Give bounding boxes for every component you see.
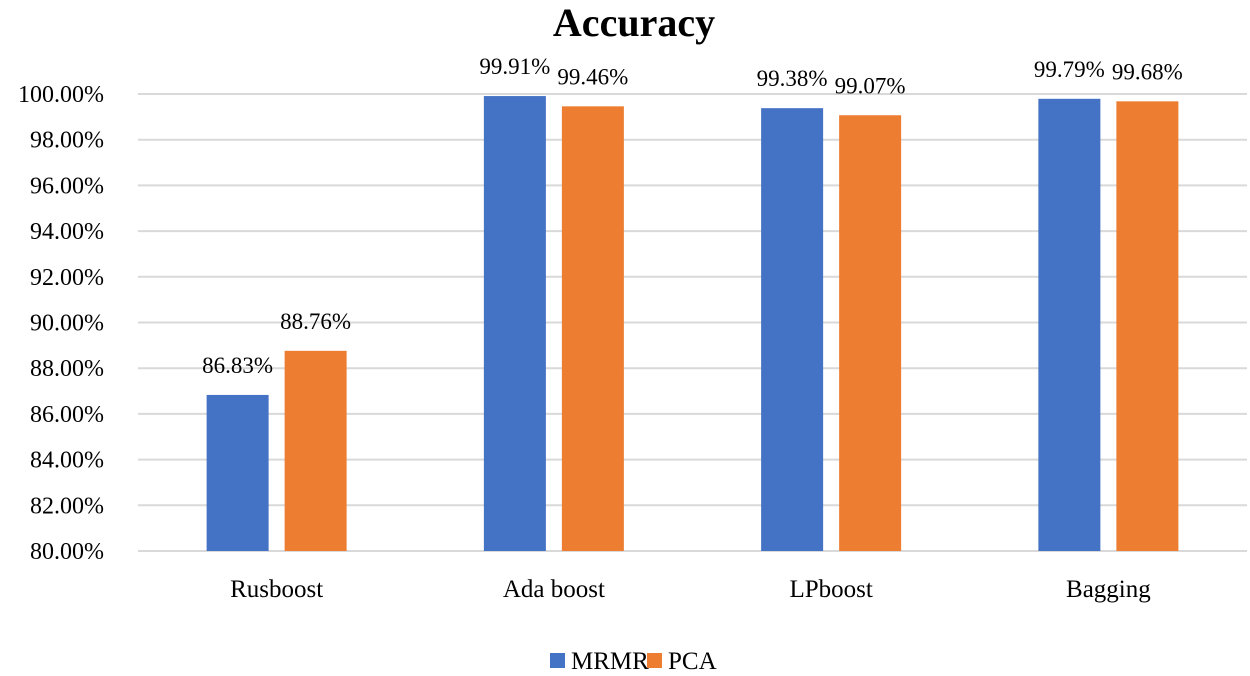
x-tick-label-ada-boost: Ada boost bbox=[503, 576, 605, 603]
legend-swatch-pca bbox=[647, 653, 662, 668]
x-tick-label-lpboost: LPboost bbox=[789, 576, 872, 603]
x-axis-categories: Rusboost Ada boost LPboost Bagging bbox=[230, 576, 1151, 603]
y-tick-label: 92.00% bbox=[30, 265, 104, 291]
data-label-pca-rusboost: 88.76% bbox=[280, 309, 351, 334]
x-tick-label-bagging: Bagging bbox=[1066, 576, 1151, 603]
data-label-pca-ada-boost: 99.46% bbox=[557, 64, 628, 89]
y-tick-label: 88.00% bbox=[30, 356, 104, 382]
y-tick-label: 98.00% bbox=[30, 128, 104, 154]
bars bbox=[206, 96, 1179, 552]
data-label-pca-lpboost: 99.07% bbox=[835, 73, 906, 98]
legend-item-pca[interactable]: PCA bbox=[647, 648, 717, 675]
data-labels: 86.83% 88.76% 99.91% 99.46% 99.38% 99.07% 99.7… bbox=[202, 54, 1183, 378]
legend-label-pca: PCA bbox=[668, 648, 717, 675]
y-axis-ticks: 80.00% 82.00% 84.00% 86.00% 88.00% 90.00% 92.0… bbox=[18, 82, 104, 565]
legend[interactable]: MRMR PCA bbox=[550, 648, 717, 675]
y-tick-label: 82.00% bbox=[30, 493, 104, 519]
bar-mrmr-lpboost bbox=[761, 108, 824, 552]
bar-pca-lpboost bbox=[839, 115, 902, 552]
data-label-mrmr-ada-boost: 99.91% bbox=[479, 54, 550, 79]
y-tick-label: 84.00% bbox=[30, 448, 104, 474]
y-tick-label: 86.00% bbox=[30, 402, 104, 428]
legend-item-mrmr[interactable]: MRMR bbox=[550, 648, 649, 675]
bar-mrmr-ada-boost bbox=[483, 96, 546, 551]
y-tick-label: 96.00% bbox=[30, 173, 104, 199]
bar-pca-bagging bbox=[1116, 101, 1179, 551]
y-tick-label: 94.00% bbox=[30, 219, 104, 245]
legend-label-mrmr: MRMR bbox=[571, 648, 649, 675]
data-label-mrmr-lpboost: 99.38% bbox=[757, 66, 828, 91]
bar-mrmr-bagging bbox=[1038, 98, 1101, 552]
bar-mrmr-rusboost bbox=[206, 394, 269, 551]
data-label-mrmr-bagging: 99.79% bbox=[1034, 57, 1105, 82]
y-tick-label: 100.00% bbox=[18, 82, 104, 108]
y-tick-label: 80.00% bbox=[30, 539, 104, 565]
chart-title: Accuracy bbox=[553, 0, 715, 45]
legend-swatch-mrmr bbox=[550, 653, 565, 668]
bar-pca-ada-boost bbox=[561, 106, 624, 552]
data-label-mrmr-rusboost: 86.83% bbox=[202, 353, 273, 378]
data-label-pca-bagging: 99.68% bbox=[1112, 59, 1183, 84]
bar-pca-rusboost bbox=[284, 350, 347, 551]
y-tick-label: 90.00% bbox=[30, 311, 104, 337]
x-tick-label-rusboost: Rusboost bbox=[230, 576, 323, 603]
